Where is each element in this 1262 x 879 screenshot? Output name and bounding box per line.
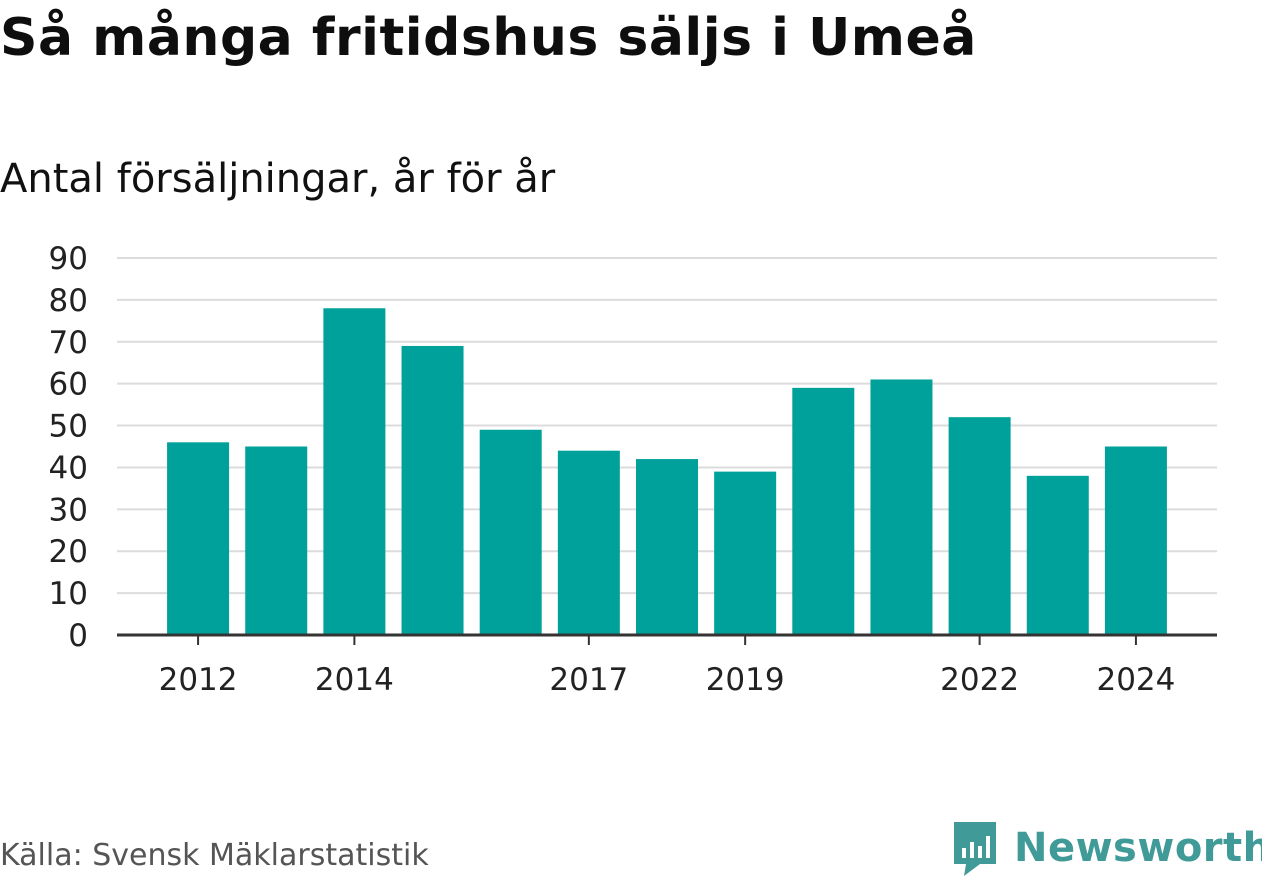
y-tick-label: 30 <box>49 492 88 528</box>
x-tick-label: 2019 <box>706 662 785 698</box>
x-tick-label: 2012 <box>159 662 238 698</box>
bar-2016 <box>479 429 542 635</box>
bar-2014 <box>323 308 386 635</box>
bar-2015 <box>401 345 464 635</box>
y-tick-label: 80 <box>49 283 88 319</box>
y-tick-label: 90 <box>49 241 88 277</box>
y-tick-label: 50 <box>49 409 88 445</box>
x-tick-label: 2024 <box>1096 662 1175 698</box>
x-tick-label: 2014 <box>315 662 394 698</box>
newsworthy-logo: Newsworthy <box>950 818 1262 878</box>
bar-2019 <box>714 471 777 635</box>
y-tick-label: 60 <box>49 367 88 403</box>
x-tick-label: 2017 <box>549 662 628 698</box>
chart-subtitle: Antal försäljningar, år för år <box>0 156 556 202</box>
y-tick-label: 70 <box>49 325 88 361</box>
bar-2020 <box>792 387 855 635</box>
bar-2018 <box>636 459 698 635</box>
logo-text: Newsworthy <box>1014 825 1262 871</box>
y-axis-ticks: 0 10 20 30 40 50 60 70 80 90 <box>49 241 88 654</box>
bar-2013 <box>245 446 308 635</box>
y-tick-label: 0 <box>68 618 88 654</box>
bar-2022 <box>948 417 1011 635</box>
source-note: Källa: Svensk Mäklarstatistik <box>0 838 429 873</box>
x-axis-ticks: 2012 2014 2017 2019 2022 2024 <box>159 635 1175 698</box>
bar-2023 <box>1026 475 1089 635</box>
bar-2017 <box>557 450 620 635</box>
bar-chart: 0 10 20 30 40 50 60 70 80 90 2012 2014 2017 2019 2022… <box>49 241 1217 698</box>
bar-2021 <box>870 379 933 635</box>
y-tick-label: 10 <box>49 576 88 612</box>
chart-title: Så många fritidshus säljs i Umeå <box>0 8 977 68</box>
bar-2012 <box>167 442 230 635</box>
bars <box>167 308 1167 635</box>
bar-2024 <box>1104 446 1167 635</box>
x-tick-label: 2022 <box>940 662 1019 698</box>
newsworthy-bar-chart-icon <box>954 822 996 876</box>
y-tick-label: 20 <box>49 534 88 570</box>
y-tick-label: 40 <box>49 450 88 486</box>
